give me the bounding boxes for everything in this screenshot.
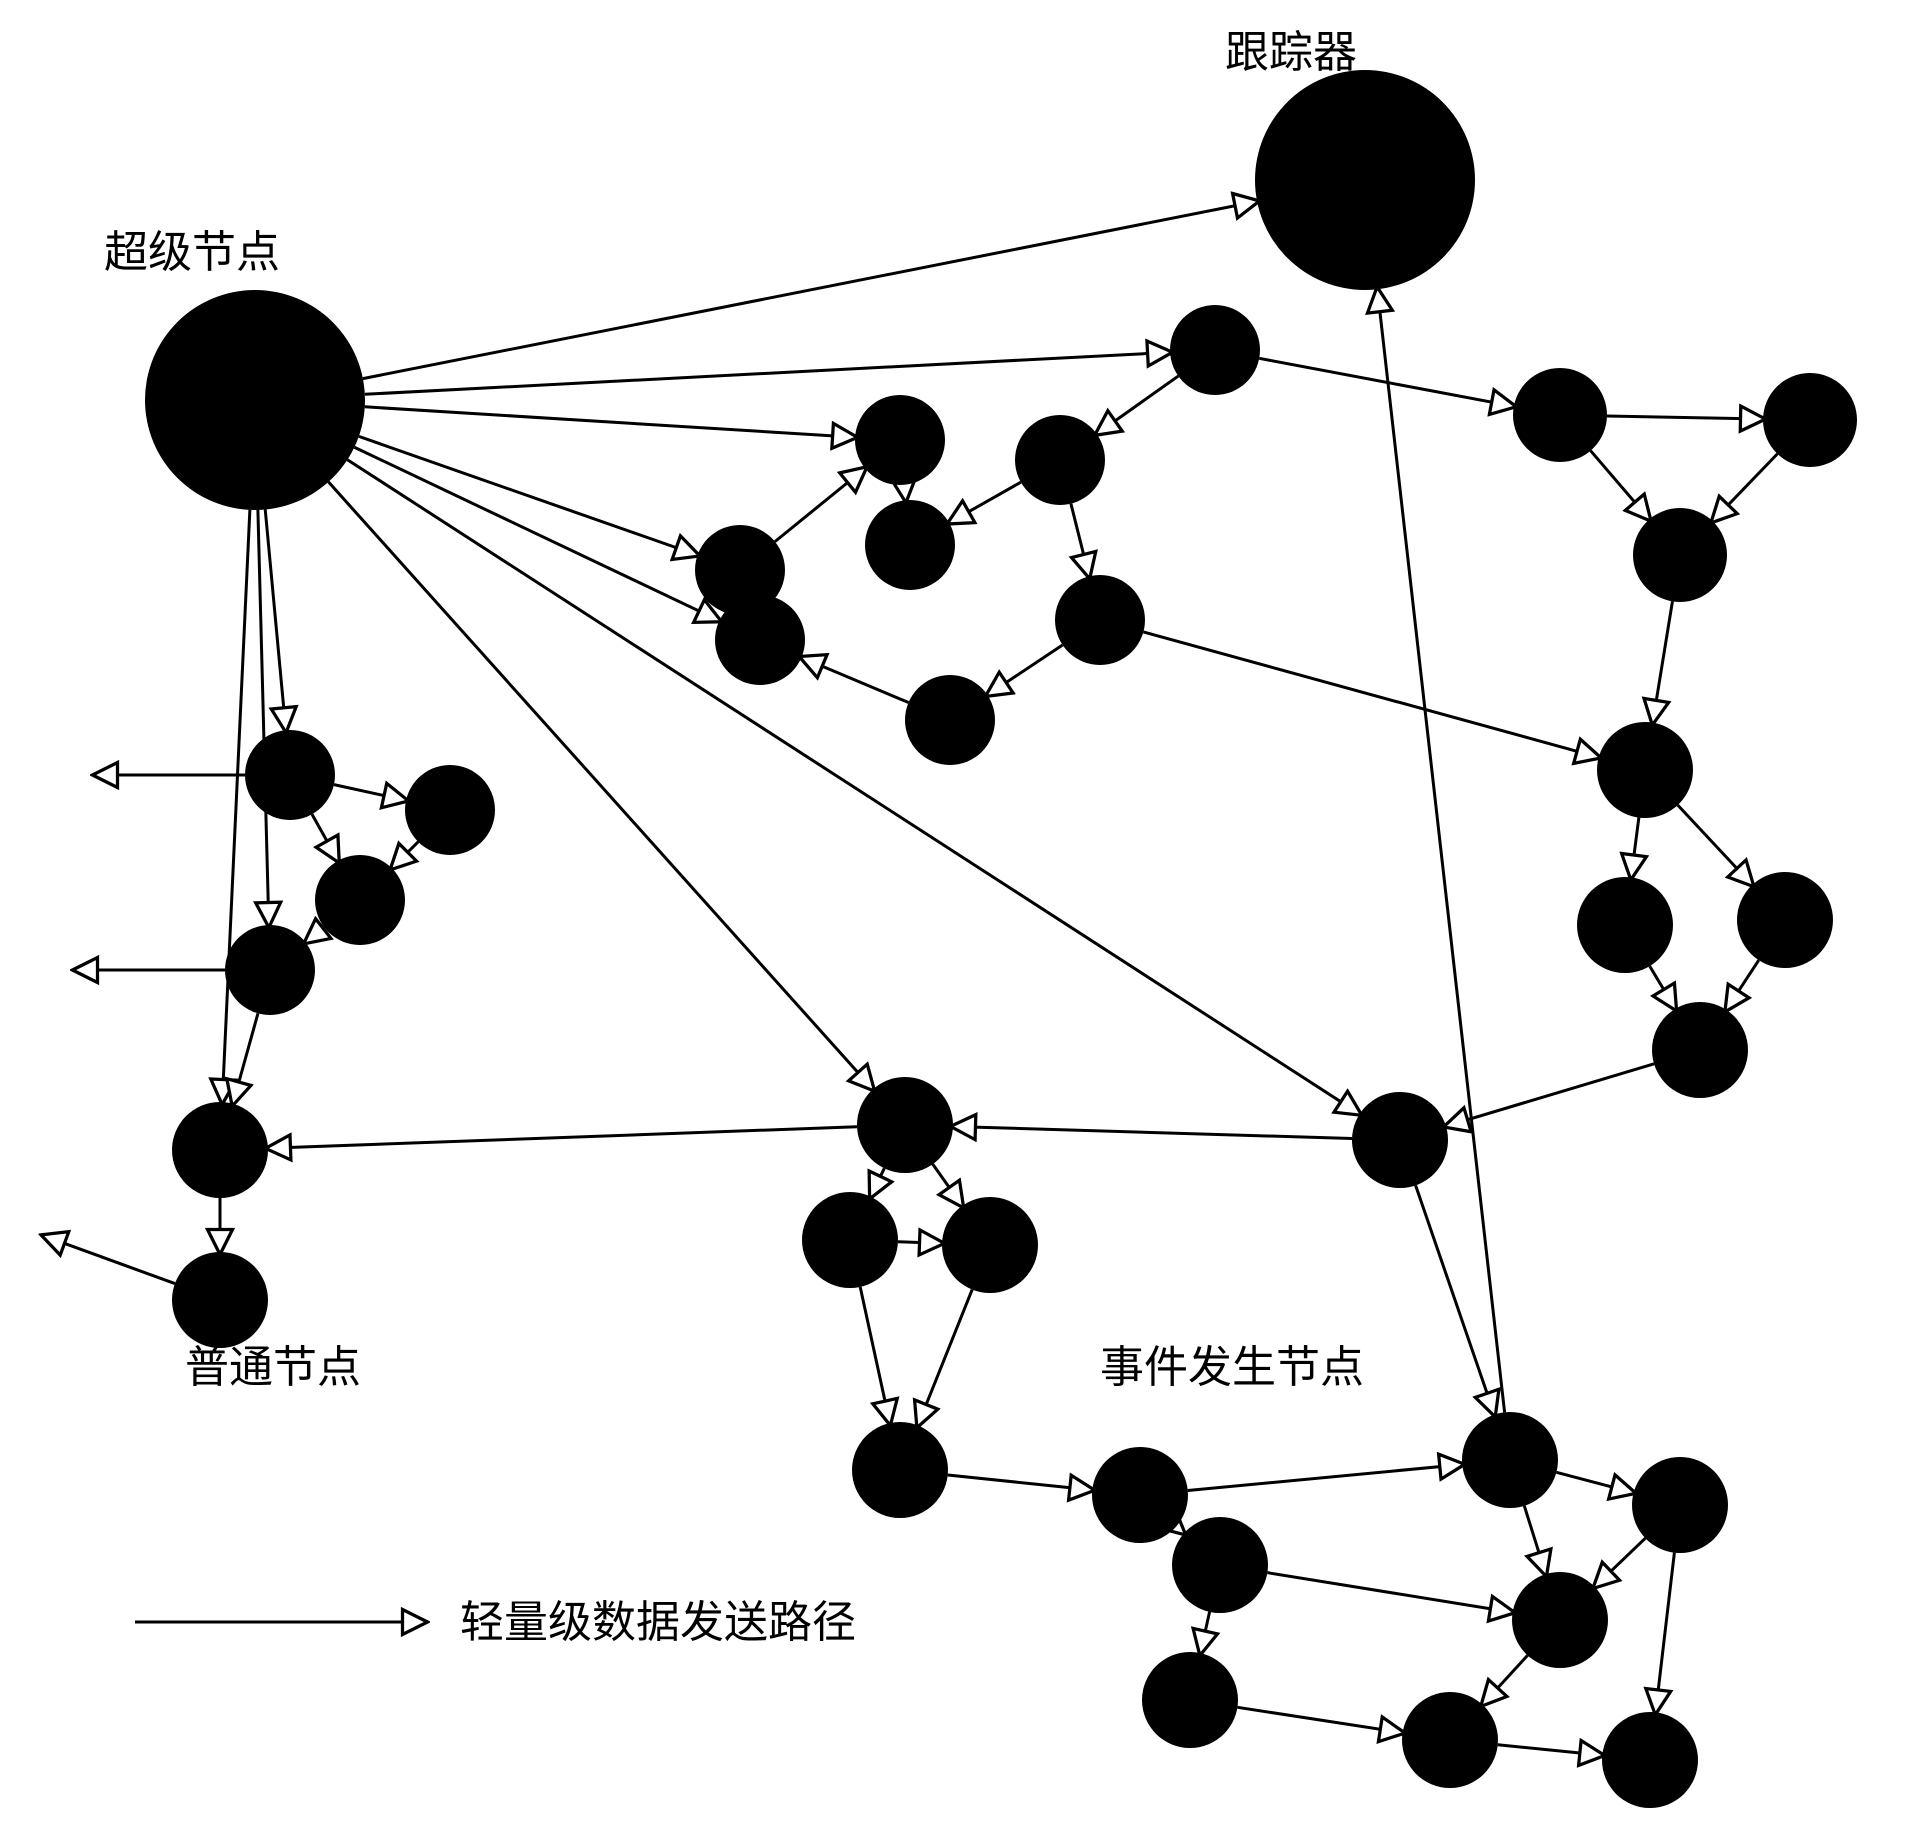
node-n_left4 bbox=[225, 925, 315, 1015]
node-n_br4 bbox=[1602, 1712, 1698, 1808]
edge bbox=[1595, 1538, 1646, 1587]
node-n_br3 bbox=[1402, 1692, 1498, 1788]
node-tracker bbox=[1255, 70, 1475, 290]
edge bbox=[1377, 289, 1504, 1412]
edge bbox=[953, 1126, 1352, 1138]
edge bbox=[1482, 1655, 1527, 1704]
label-event-node: 事件发生节点 bbox=[1100, 1331, 1364, 1395]
edge bbox=[354, 447, 719, 620]
node-n_left2 bbox=[405, 765, 495, 855]
edge bbox=[365, 407, 855, 437]
edge bbox=[1446, 1064, 1654, 1126]
node-n_rmid2 bbox=[1737, 872, 1833, 968]
node-n_midL2 bbox=[715, 595, 805, 685]
edge bbox=[1188, 1465, 1462, 1491]
node-n_br2 bbox=[1512, 1572, 1608, 1668]
node-n_bot2 bbox=[1172, 1517, 1268, 1613]
node-n_top4 bbox=[1015, 415, 1105, 505]
label-tracker: 跟踪器 bbox=[1225, 16, 1357, 80]
node-n_tr1 bbox=[1513, 368, 1607, 462]
edge bbox=[265, 510, 286, 731]
edge bbox=[949, 482, 1021, 523]
edge bbox=[1713, 454, 1778, 521]
edge bbox=[1656, 1553, 1675, 1713]
node-n_cm1 bbox=[857, 1077, 953, 1173]
node-n_cm5 bbox=[852, 1422, 948, 1518]
edge bbox=[1650, 966, 1676, 1009]
node-n_rmid1 bbox=[1597, 722, 1693, 818]
edge bbox=[860, 1287, 890, 1423]
edge bbox=[898, 1242, 942, 1244]
edge-open bbox=[43, 1236, 175, 1284]
label-legend: 轻量级数据发送路径 bbox=[460, 1586, 856, 1650]
node-n_top2 bbox=[855, 395, 945, 485]
edge bbox=[1498, 1745, 1602, 1755]
edge bbox=[948, 1475, 1093, 1490]
edge bbox=[1678, 805, 1752, 885]
edge bbox=[918, 1290, 972, 1426]
edge bbox=[987, 645, 1062, 695]
edge bbox=[1267, 1573, 1512, 1613]
edge bbox=[1726, 960, 1758, 1010]
edge bbox=[1591, 451, 1650, 520]
node-n_tr3 bbox=[1633, 508, 1727, 602]
edge bbox=[1097, 376, 1179, 434]
node-n_rmid3 bbox=[1577, 877, 1673, 973]
edge bbox=[904, 485, 905, 500]
edge bbox=[1524, 1506, 1545, 1574]
node-n_left1 bbox=[245, 730, 335, 820]
edge bbox=[392, 842, 418, 868]
node-n_top6 bbox=[905, 675, 995, 765]
edge bbox=[312, 814, 338, 860]
edge bbox=[1653, 601, 1673, 722]
node-n_event bbox=[1462, 1412, 1558, 1508]
edge bbox=[801, 657, 908, 702]
edge bbox=[1200, 1612, 1209, 1653]
nodes-layer bbox=[145, 70, 1857, 1808]
node-n_left3 bbox=[315, 855, 405, 945]
edge bbox=[1237, 1707, 1402, 1732]
edge bbox=[871, 1168, 885, 1196]
edge bbox=[268, 1127, 857, 1148]
node-n_bot1 bbox=[1092, 1447, 1188, 1543]
edge bbox=[1631, 818, 1639, 878]
node-n_cm2 bbox=[1352, 1092, 1448, 1188]
label-normal-node: 普通节点 bbox=[185, 1331, 361, 1395]
edge bbox=[1071, 504, 1089, 577]
node-supernode bbox=[145, 290, 365, 510]
edge bbox=[233, 1013, 258, 1103]
edge bbox=[359, 436, 698, 555]
edge bbox=[363, 201, 1257, 378]
node-n_tr2 bbox=[1763, 373, 1857, 467]
edge bbox=[365, 352, 1170, 394]
edge bbox=[328, 482, 873, 1089]
node-n_top5 bbox=[1055, 575, 1145, 665]
edge bbox=[334, 785, 406, 801]
edge bbox=[306, 928, 325, 943]
edge bbox=[1556, 1472, 1633, 1492]
edge bbox=[258, 510, 269, 925]
node-n_bl1 bbox=[172, 1102, 268, 1198]
network-diagram-svg bbox=[0, 0, 1923, 1846]
node-n_rmid4 bbox=[1652, 1002, 1748, 1098]
label-supernode: 超级节点 bbox=[104, 216, 280, 280]
node-n_br1 bbox=[1632, 1457, 1728, 1553]
node-n_top3 bbox=[865, 500, 955, 590]
edge bbox=[933, 1164, 963, 1206]
edge bbox=[775, 468, 865, 541]
node-n_top1 bbox=[1170, 305, 1260, 395]
edge bbox=[1143, 632, 1598, 757]
node-n_cm4 bbox=[942, 1197, 1038, 1293]
edge bbox=[347, 460, 1359, 1114]
edge bbox=[1607, 416, 1763, 419]
node-n_cm3 bbox=[802, 1192, 898, 1288]
node-n_bot3 bbox=[1142, 1652, 1238, 1748]
edge bbox=[1176, 1527, 1184, 1534]
edge bbox=[222, 510, 250, 1102]
